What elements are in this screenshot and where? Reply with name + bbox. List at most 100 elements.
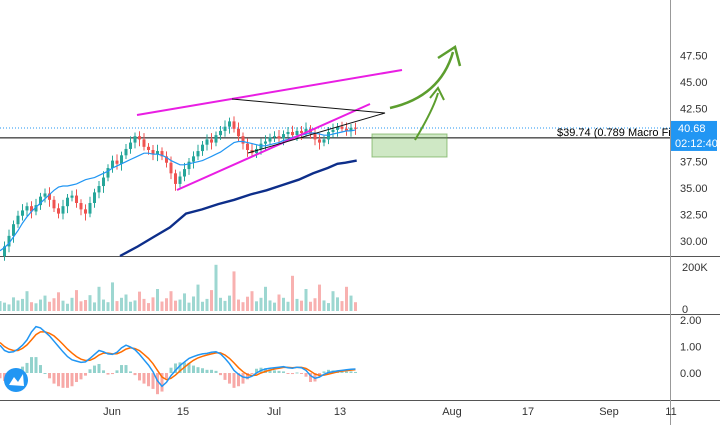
macd-histogram-bar (66, 373, 69, 388)
macd-histogram-bar (160, 373, 164, 392)
candle-body (178, 176, 182, 184)
macd-histogram-bar (210, 369, 213, 373)
macd-histogram-bar (246, 373, 249, 380)
candle-body (39, 196, 42, 206)
volume-bar (25, 291, 29, 311)
candle-body (97, 186, 101, 193)
candle-body (282, 134, 285, 139)
candle-body (165, 156, 168, 163)
volume-bar (133, 300, 137, 311)
volume-bar (12, 297, 15, 311)
macd-histogram-bar (129, 371, 132, 373)
macd-histogram-bar (327, 369, 330, 373)
wedge-lower-trendline (176, 103, 371, 191)
candle-body (228, 121, 231, 127)
volume-bar (120, 297, 123, 311)
volume-bar (246, 296, 249, 311)
candle-body (232, 121, 236, 129)
volume-bar (268, 300, 272, 311)
volume-bar (318, 284, 321, 311)
macd-histogram-bar (264, 368, 267, 373)
candle-body (84, 209, 87, 214)
volume-bar (250, 291, 254, 311)
volume-bar (237, 299, 240, 311)
price-tick-label: 45.00 (680, 77, 708, 89)
macd-histogram-bar (250, 373, 254, 375)
macd-histogram-bar (30, 357, 33, 373)
macd-histogram-bar (151, 373, 155, 389)
volume-bar (129, 301, 132, 311)
volume-bar (21, 298, 24, 311)
macd-histogram-bar (174, 363, 177, 373)
volume-bar (124, 294, 128, 311)
macd-histogram-bar (295, 372, 299, 374)
candle-body (322, 139, 326, 143)
candle-body (345, 128, 348, 131)
macd-histogram-bar (0, 373, 2, 379)
macd-histogram-bar (111, 373, 114, 375)
macd-histogram-bar (57, 373, 60, 387)
volume-bar (61, 300, 65, 311)
candle-body (313, 134, 317, 140)
candle-body (295, 130, 299, 136)
candle-body (304, 128, 308, 134)
candle-body (52, 199, 56, 209)
volume-bar (84, 300, 87, 311)
volume-bar (48, 301, 51, 311)
date-axis-label: 11 (665, 406, 676, 418)
candle-body (277, 136, 281, 139)
macd-histogram-bar (349, 371, 353, 373)
macd-histogram-bar (25, 362, 29, 373)
macd-histogram-bar (241, 373, 245, 384)
volume-bar (66, 303, 69, 311)
candle-body (354, 127, 357, 129)
macd-histogram-bar (291, 373, 294, 375)
candle-body (16, 215, 20, 225)
volume-bar (219, 297, 222, 311)
candle-body (120, 155, 123, 164)
macd-tick-label: 1.00 (680, 342, 701, 354)
candle-body (187, 161, 191, 170)
candle-body (219, 130, 222, 136)
volume-bar (151, 297, 155, 311)
macd-histogram-bar (300, 373, 303, 374)
candle-body (48, 193, 51, 200)
volume-bar (354, 302, 357, 311)
candle-body (291, 131, 294, 136)
candle-body (115, 160, 119, 164)
macd-histogram-bar (192, 365, 195, 373)
volume-bar (111, 282, 114, 311)
macd-line (0, 325, 356, 388)
macd-histogram-bar (21, 366, 24, 373)
candle-body (237, 128, 240, 137)
volume-bar (255, 301, 258, 311)
volume-bar (340, 301, 344, 311)
volume-bar (88, 295, 92, 311)
volume-bar (75, 290, 78, 311)
volume-bar (174, 300, 177, 311)
secondary-arrow-path (414, 92, 439, 141)
candle-body (57, 208, 60, 214)
macd-histogram-bar (282, 371, 285, 373)
price-tick-label: 37.50 (680, 157, 708, 169)
volume-bar (264, 286, 267, 311)
slow-moving-average-line (119, 159, 357, 258)
macd-histogram-bar (70, 373, 74, 387)
macd-histogram-bar (237, 373, 240, 387)
volume-bar (228, 295, 231, 311)
candle-body (156, 151, 159, 155)
candle-body (340, 126, 344, 129)
date-axis-label: 13 (334, 406, 346, 418)
volume-bar (349, 295, 353, 311)
volume-bar (282, 297, 285, 311)
macd-histogram-bar (255, 368, 258, 373)
volume-bar (57, 292, 60, 311)
volume-bar (223, 300, 227, 311)
volume-bar (322, 300, 326, 311)
volume-bar (232, 271, 236, 311)
candle-body (3, 246, 6, 256)
volume-bar (331, 291, 335, 311)
candle-body (75, 195, 78, 203)
